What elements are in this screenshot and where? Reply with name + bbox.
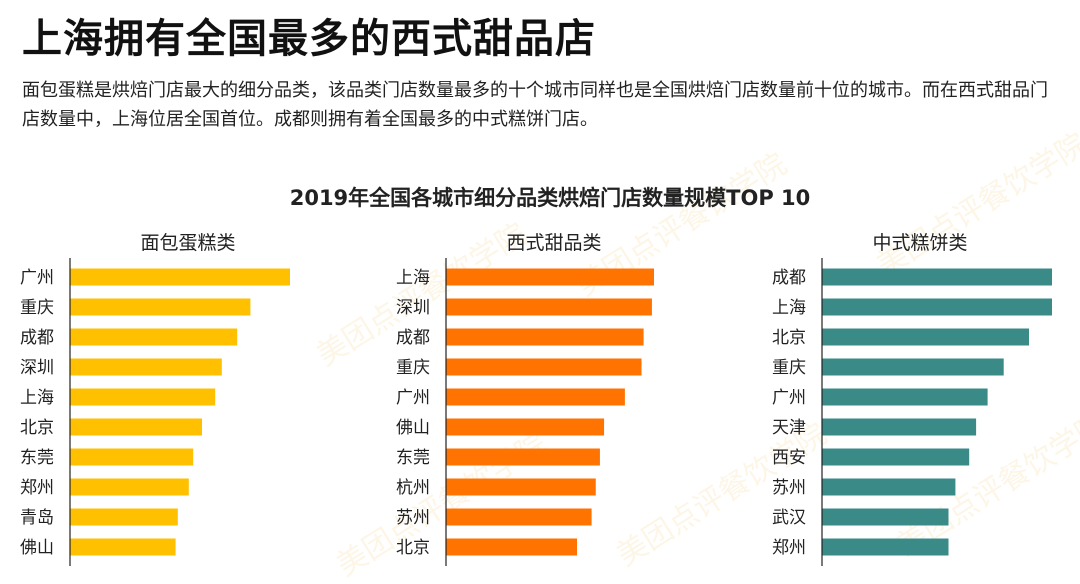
page-title: 上海拥有全国最多的西式甜品店 <box>22 16 596 62</box>
bar <box>446 388 625 406</box>
bar <box>70 538 176 556</box>
bar <box>446 538 578 556</box>
category-label: 成都 <box>396 328 430 348</box>
bar <box>822 298 1052 316</box>
intro-paragraph: 面包蛋糕是烘焙门店最大的细分品类，该品类门店数量最多的十个城市同样也是全国烘焙门… <box>22 80 1048 130</box>
bar <box>446 298 652 316</box>
category-label: 重庆 <box>772 358 806 378</box>
panel-title: 中式糕饼类 <box>872 232 968 254</box>
bar <box>822 508 949 526</box>
bar <box>446 448 600 466</box>
category-label: 成都 <box>772 268 806 288</box>
category-label: 深圳 <box>396 298 430 318</box>
category-label: 上海 <box>772 298 806 318</box>
category-label: 北京 <box>396 538 430 558</box>
category-label: 郑州 <box>772 538 806 558</box>
bar <box>822 448 970 466</box>
bar <box>446 268 654 286</box>
category-label: 西安 <box>772 448 806 468</box>
category-label: 北京 <box>20 418 54 438</box>
category-label: 上海 <box>396 268 430 288</box>
category-label: 苏州 <box>772 478 806 498</box>
bar <box>70 328 238 346</box>
bar <box>446 328 644 346</box>
bar <box>446 478 596 496</box>
category-label: 佛山 <box>20 538 54 558</box>
bar <box>822 268 1052 286</box>
bar <box>446 418 605 436</box>
bar <box>70 388 216 406</box>
bar <box>822 358 1004 376</box>
bar <box>822 328 1029 346</box>
bar <box>70 418 202 436</box>
category-label: 北京 <box>772 328 806 348</box>
bar <box>822 418 977 436</box>
category-label: 广州 <box>396 388 430 408</box>
bar <box>70 478 189 496</box>
chart-title: 2019年全国各城市细分品类烘焙门店数量规模TOP 10 <box>289 186 811 210</box>
bar <box>70 268 290 286</box>
bar <box>70 358 222 376</box>
category-label: 杭州 <box>396 478 430 498</box>
category-label: 郑州 <box>20 478 54 498</box>
panel-bread-cake: 面包蛋糕类 广州重庆成都深圳上海北京东莞郑州青岛佛山 <box>18 228 338 568</box>
category-label: 重庆 <box>396 358 430 378</box>
category-label: 武汉 <box>772 508 806 528</box>
category-label: 广州 <box>772 388 806 408</box>
category-label: 苏州 <box>396 508 430 528</box>
category-label: 上海 <box>20 388 54 408</box>
category-label: 青岛 <box>20 508 54 528</box>
category-label: 深圳 <box>20 358 54 378</box>
category-label: 天津 <box>772 418 806 438</box>
bar <box>70 298 251 316</box>
panel-title: 西式甜品类 <box>506 232 602 254</box>
category-label: 佛山 <box>396 418 430 438</box>
bar <box>822 388 988 406</box>
bar <box>446 508 592 526</box>
category-label: 东莞 <box>20 448 54 468</box>
category-label: 重庆 <box>20 298 54 318</box>
bar <box>822 478 956 496</box>
bar <box>70 508 178 526</box>
panel-title: 面包蛋糕类 <box>140 232 236 254</box>
panel-western-dessert: 西式甜品类 上海深圳成都重庆广州佛山东莞杭州苏州北京 <box>394 228 714 568</box>
category-label: 成都 <box>20 328 54 348</box>
bar <box>446 358 642 376</box>
bar <box>822 538 949 556</box>
bar <box>70 448 194 466</box>
category-label: 东莞 <box>396 448 430 468</box>
category-label: 广州 <box>20 268 54 288</box>
panel-chinese-pastry: 中式糕饼类 成都上海北京重庆广州天津西安苏州武汉郑州 <box>770 228 1070 568</box>
